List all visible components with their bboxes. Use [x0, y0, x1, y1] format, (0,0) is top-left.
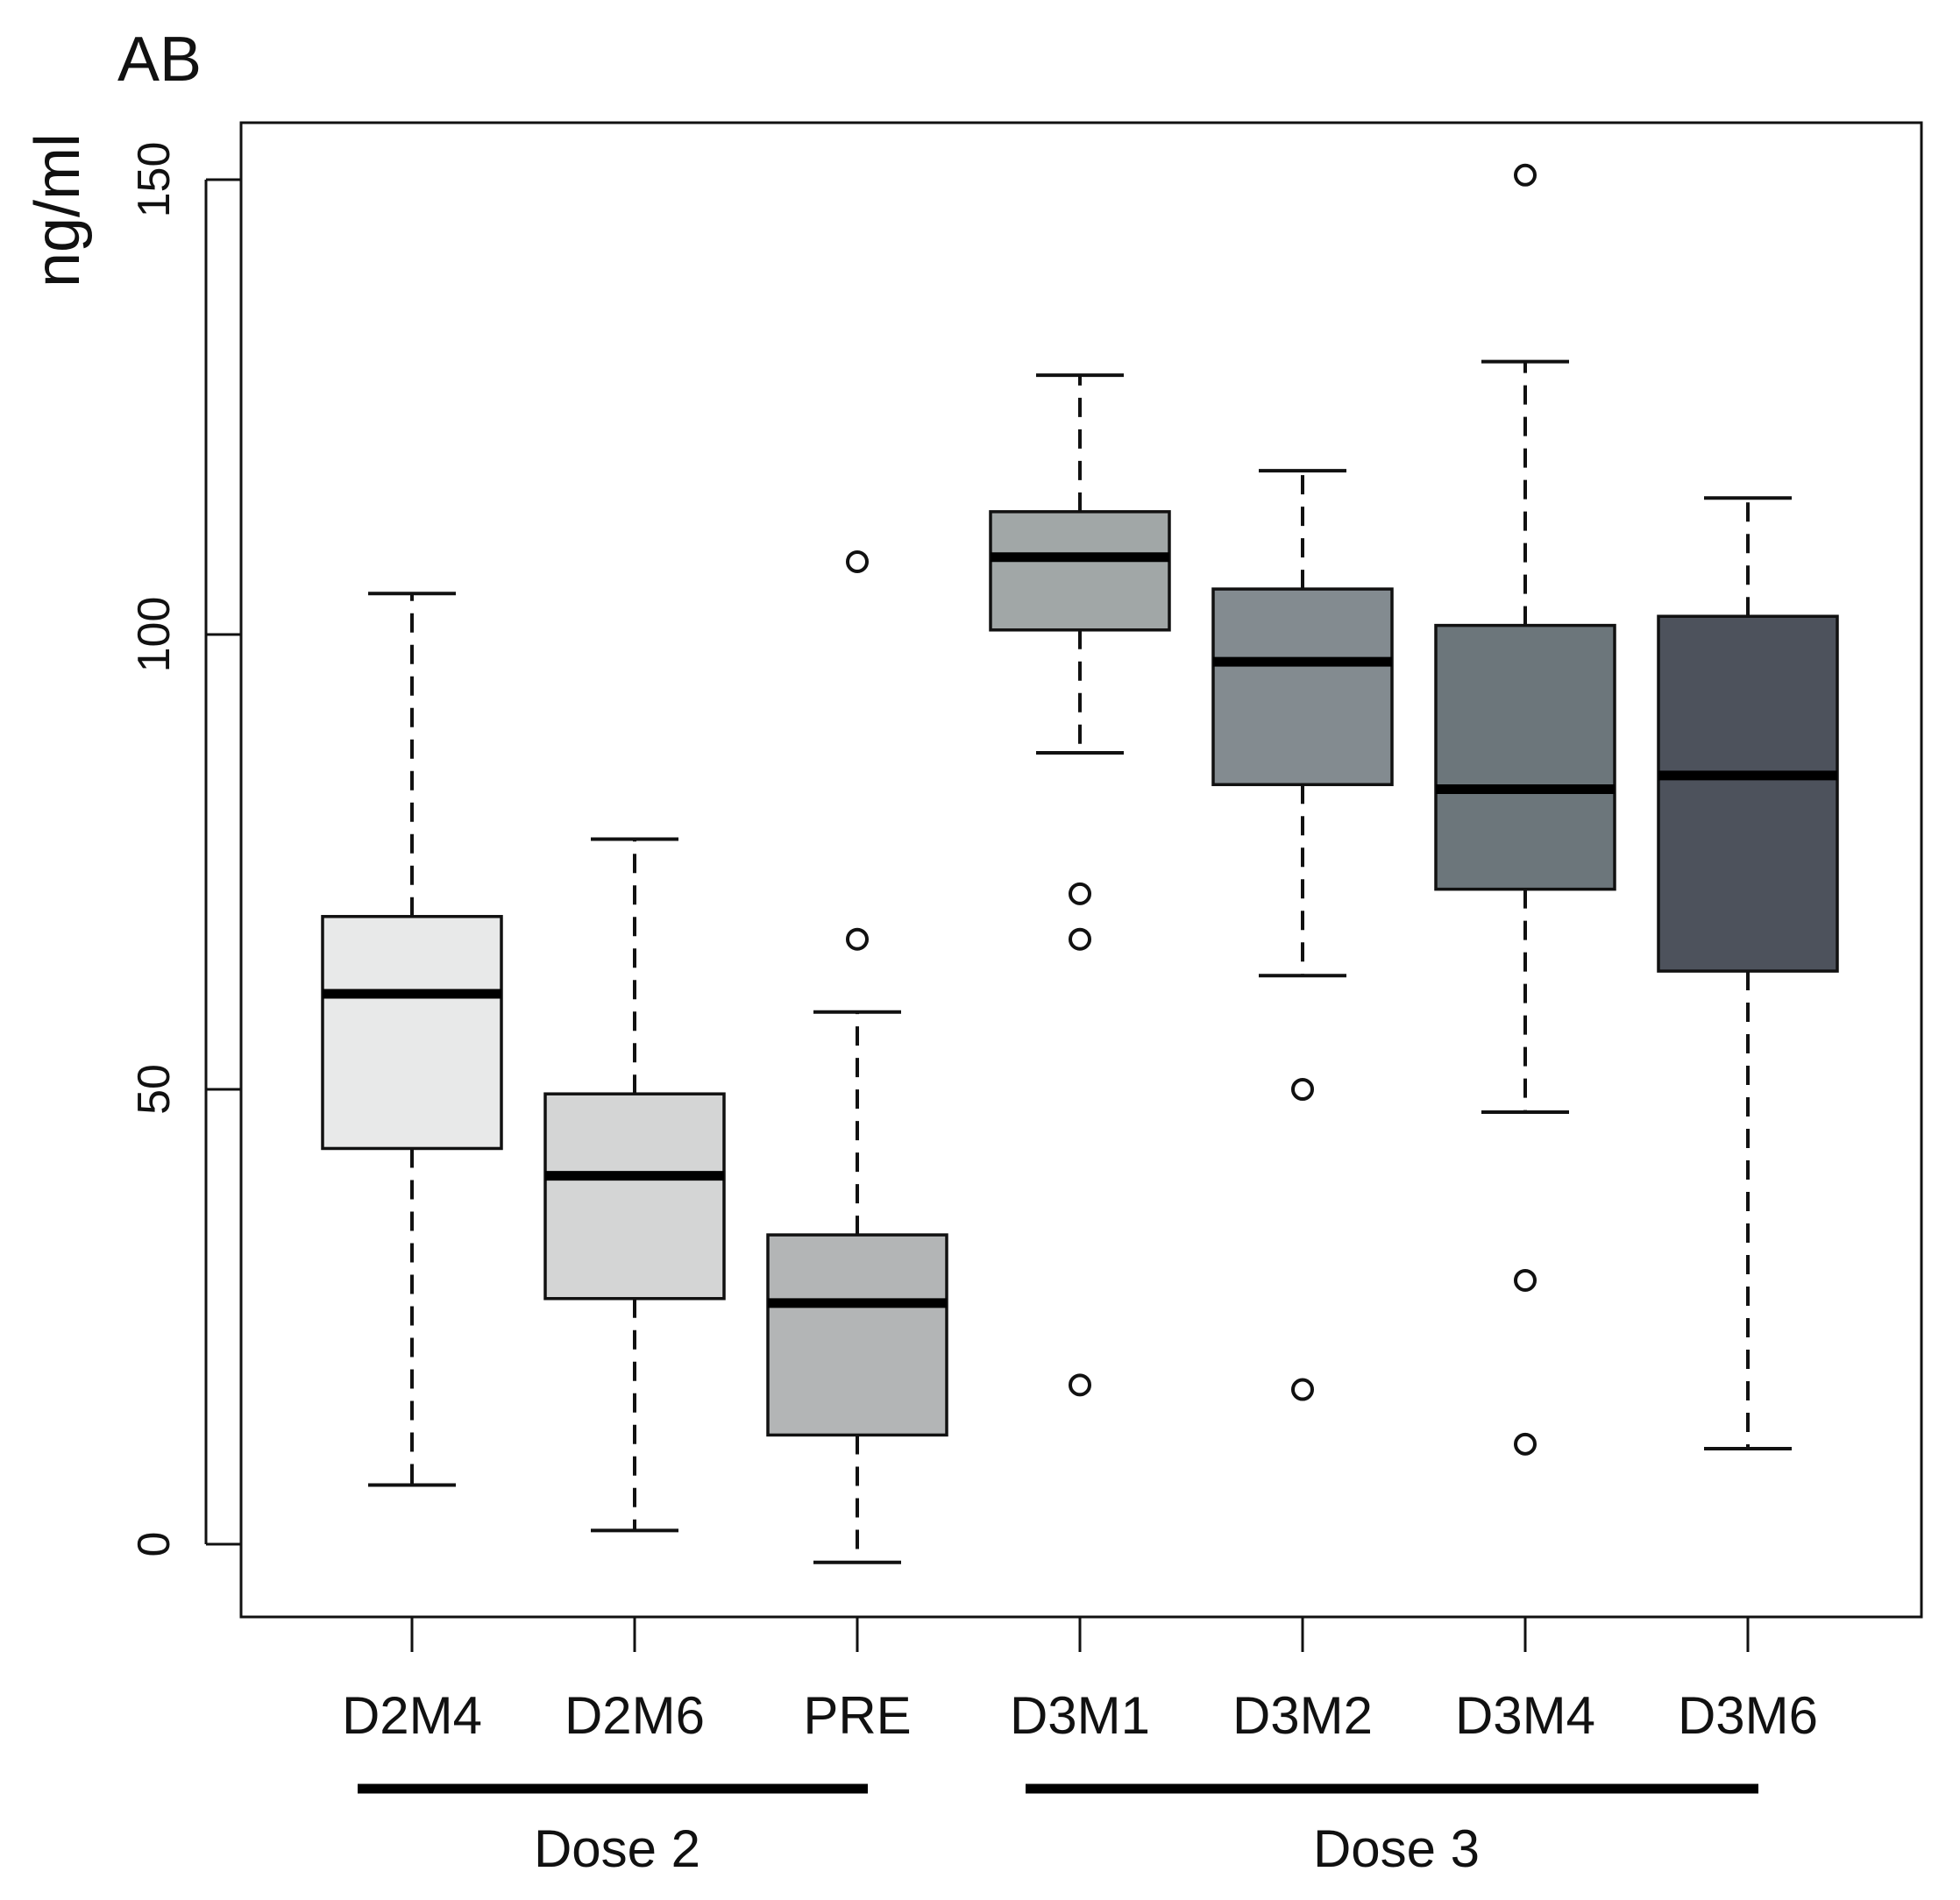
- iqr-box: [1211, 587, 1394, 787]
- y-tick-label: 50: [129, 1064, 180, 1115]
- y-axis: 0 50 100 150: [129, 142, 241, 1557]
- boxes-layer: [321, 163, 1839, 1564]
- y-tick-label: 150: [129, 142, 180, 218]
- x-tick-label-d2m4: D2M4: [342, 1686, 482, 1745]
- box-d2m6: [543, 837, 726, 1533]
- outlier-point: [1291, 1378, 1314, 1401]
- x-tick-label-pre: PRE: [803, 1686, 911, 1745]
- group-label-0: Dose 2: [534, 1819, 700, 1878]
- iqr-box: [543, 1092, 726, 1301]
- group-brackets: Dose 2 Dose 3: [358, 1783, 1758, 1878]
- iqr-box: [321, 915, 503, 1151]
- iqr-box: [989, 510, 1171, 632]
- box-pre: [766, 549, 948, 1564]
- x-tick-label-d3m2: D3M2: [1232, 1686, 1373, 1745]
- y-tick-label: 100: [129, 597, 180, 673]
- x-tick-label-d3m4: D3M4: [1455, 1686, 1595, 1745]
- y-tick-label: 0: [129, 1532, 180, 1557]
- outlier-point: [1514, 1432, 1537, 1456]
- y-axis-label: ng/ml: [23, 133, 93, 287]
- panel-label: AB: [117, 25, 202, 95]
- iqr-box: [1657, 614, 1839, 973]
- outlier-point: [846, 549, 869, 573]
- outlier-point: [1069, 1373, 1091, 1397]
- box-d3m6: [1657, 496, 1839, 1451]
- outlier-point: [846, 927, 869, 951]
- x-axis: D2M4 D2M6 PRE D3M1 D3M2 D3M4 D3M6: [342, 1615, 1818, 1745]
- outlier-point: [1069, 927, 1091, 951]
- x-tick-label-d3m1: D3M1: [1010, 1686, 1150, 1745]
- box-d2m4: [321, 592, 503, 1487]
- box-d3m4: [1434, 163, 1616, 1456]
- outlier-point: [1291, 1078, 1314, 1101]
- x-tick-label-d3m6: D3M6: [1678, 1686, 1818, 1745]
- outlier-point: [1514, 163, 1537, 187]
- x-tick-label-d2m6: D2M6: [565, 1686, 705, 1745]
- group-label-1: Dose 3: [1313, 1819, 1480, 1878]
- outlier-point: [1069, 882, 1091, 905]
- outlier-point: [1514, 1268, 1537, 1292]
- box-d3m1: [989, 373, 1171, 1397]
- iqr-box: [1434, 623, 1616, 891]
- iqr-box: [766, 1233, 948, 1437]
- box-d3m2: [1211, 469, 1394, 1401]
